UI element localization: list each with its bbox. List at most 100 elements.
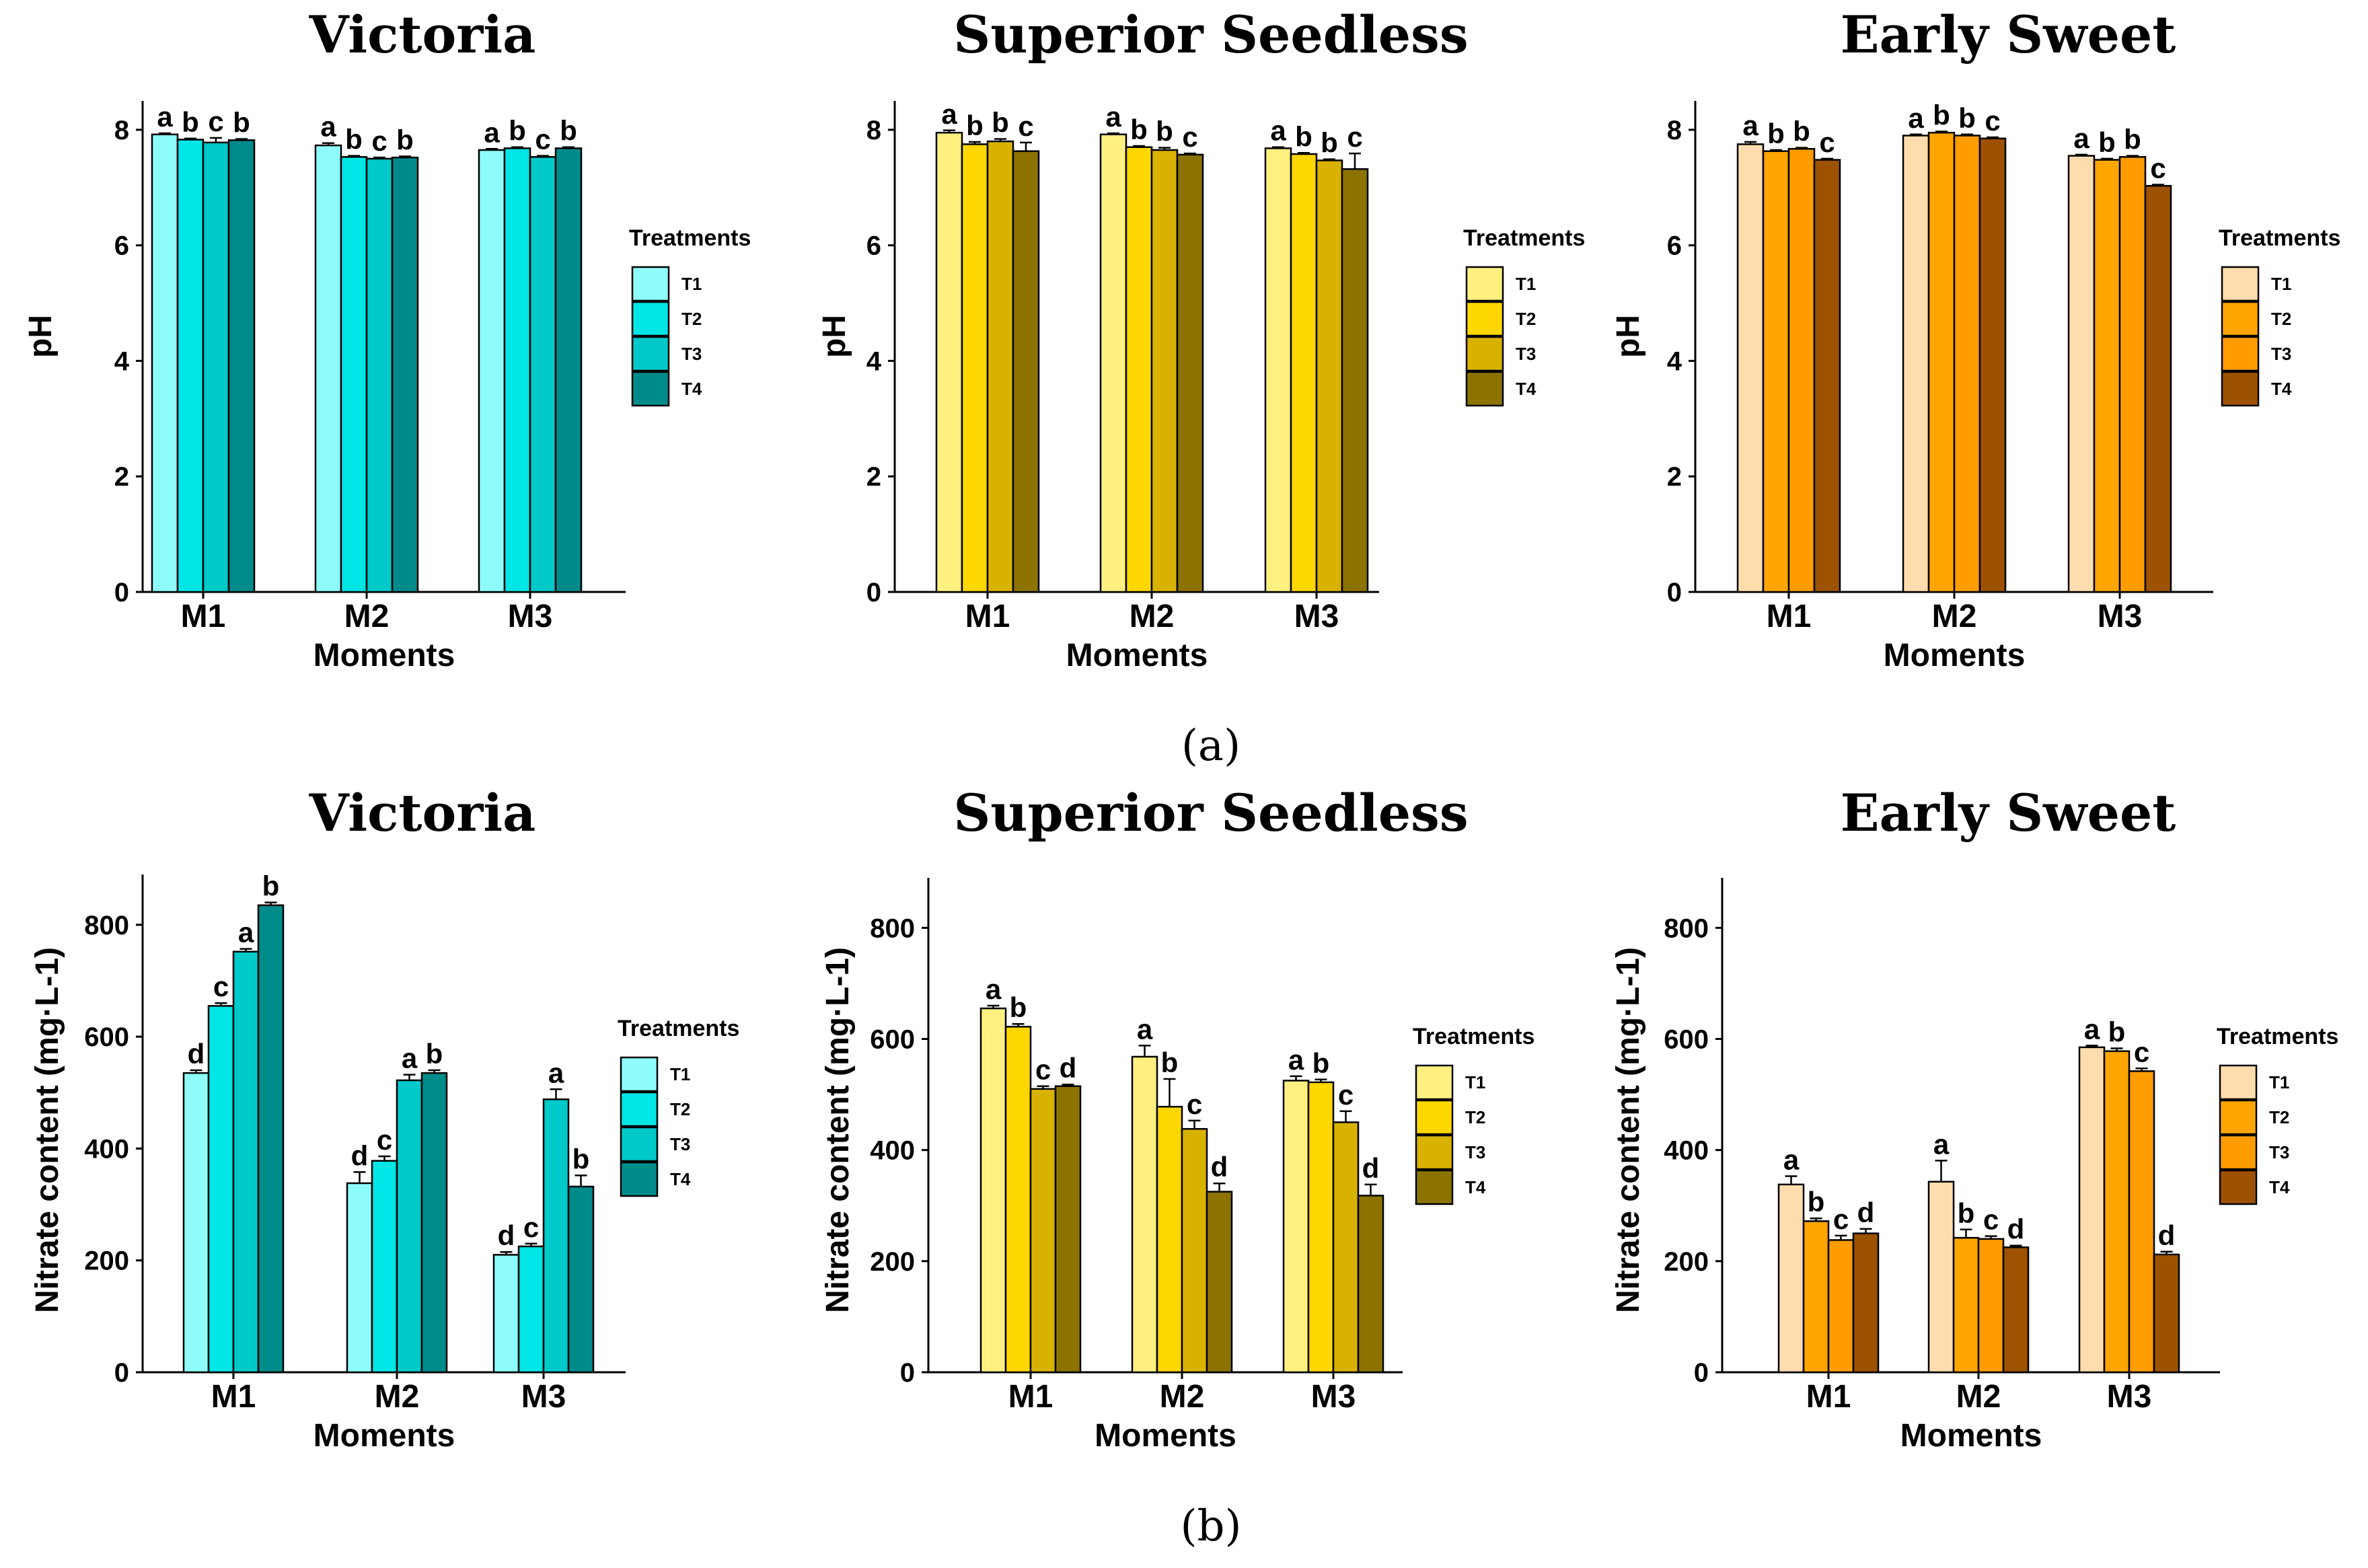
significance-letter: a: [402, 1043, 418, 1074]
bar-t3-m2: [365, 157, 394, 593]
x-axis-label: Moments: [313, 638, 455, 673]
significance-letter: c: [213, 971, 229, 1002]
bar-t2-m2: [340, 156, 368, 593]
legend-item: T2: [2271, 309, 2291, 329]
significance-letter: b: [1958, 1197, 1975, 1229]
significance-letter: b: [1295, 120, 1312, 152]
significance-letter: d: [2158, 1220, 2176, 1251]
legend-item: T1: [670, 1064, 690, 1084]
legend-item: T3: [1516, 344, 1536, 364]
significance-letter: b: [572, 1143, 590, 1174]
significance-letter: b: [1321, 127, 1338, 159]
bar-t1-m1: [182, 1072, 210, 1374]
legend-swatch: [1415, 1099, 1454, 1135]
bar-t3-m2: [1953, 135, 1981, 593]
significance-letter: d: [1857, 1197, 1875, 1228]
legend-item: T2: [1516, 309, 1536, 329]
bar-t3-m1: [1787, 148, 1816, 593]
significance-letter: a: [548, 1057, 564, 1088]
significance-letter: b: [262, 870, 280, 902]
significance-letter: a: [1783, 1144, 1800, 1175]
bar-t3-m3: [1315, 159, 1343, 593]
bar-t1-m3: [2078, 1046, 2106, 1374]
bar-t3-m3: [1332, 1121, 1360, 1374]
legend-swatch: [1465, 336, 1504, 372]
chart-title: Victoria: [309, 783, 536, 843]
legend-swatch: [1415, 1169, 1454, 1205]
legend-item: T1: [681, 274, 702, 294]
significance-letter: a: [1742, 110, 1759, 141]
bar-t4-m1: [257, 904, 285, 1374]
legend-title: Treatments: [1463, 225, 1585, 251]
y-tick-label: 600: [1664, 1024, 1709, 1054]
bar-t1-m1: [1777, 1183, 1805, 1374]
significance-letter: b: [2124, 124, 2141, 155]
legend-swatch: [2219, 1064, 2258, 1100]
bar-t2-m2: [1125, 146, 1153, 593]
bar-t3-m3: [2128, 1070, 2155, 1374]
x-tick-label: M1: [181, 599, 226, 634]
legend-swatch: [2221, 371, 2260, 407]
y-tick-label: 0: [114, 1358, 129, 1388]
y-tick-label: 0: [1694, 1358, 1709, 1388]
legend-item: T3: [1465, 1142, 1485, 1162]
chart-no3-earlysweet: Early Sweet 0 200 400 600 800 Nitrate content …: [1611, 783, 2338, 1454]
legend-item: T2: [670, 1099, 690, 1119]
y-tick-label: 8: [866, 116, 881, 145]
significance-letter: c: [1018, 110, 1033, 142]
bar-t1-m3: [2067, 155, 2096, 593]
bar-t4-m1: [227, 139, 256, 593]
significance-letter: b: [1808, 1186, 1825, 1218]
bar-t4-m3: [1357, 1195, 1384, 1374]
x-tick-label: M2: [1130, 599, 1175, 634]
significance-letter: b: [1312, 1047, 1330, 1079]
bar-t4-m1: [1813, 159, 1841, 593]
legend-swatch: [1465, 301, 1504, 337]
caption-b: (b): [1181, 1501, 1242, 1551]
legend-item: T1: [1516, 274, 1536, 294]
legend-swatch: [620, 1161, 659, 1197]
significance-letter: b: [345, 124, 363, 155]
legend-item: T4: [2271, 379, 2292, 399]
bar-t4-m1: [1852, 1232, 1880, 1374]
legend-swatch: [2221, 301, 2260, 337]
y-tick-label: 0: [114, 578, 129, 607]
x-tick-label: M2: [1956, 1379, 2001, 1415]
legend-item: T1: [2271, 274, 2291, 294]
y-tick-label: 2: [866, 462, 881, 492]
bar-t3-m3: [529, 156, 557, 593]
legend-swatch: [631, 371, 670, 407]
y-tick-label: 200: [84, 1246, 129, 1276]
y-tick-label: 400: [84, 1134, 129, 1164]
bar-t3-m3: [542, 1098, 570, 1374]
bar-t3-m2: [1181, 1128, 1208, 1374]
significance-letter: b: [1933, 100, 1950, 131]
y-axis-label: Nitrate content (mg·L-1): [1611, 947, 1646, 1313]
bar-t2-m2: [1927, 131, 1956, 593]
chart-title: Superior Seedless: [953, 5, 1468, 65]
significance-letter: b: [966, 110, 984, 141]
legend-item: T2: [2269, 1107, 2289, 1127]
x-tick-label: M3: [1311, 1379, 1356, 1415]
significance-letter: b: [233, 107, 250, 139]
chart-no3-victoria: Victoria 0 200 400 600 800 Nitrate content (mg…: [30, 783, 739, 1454]
chart-title: Early Sweet: [1841, 783, 2176, 843]
legend-swatch: [1465, 371, 1504, 407]
significance-letter: c: [2134, 1036, 2149, 1068]
x-tick-label: M3: [2098, 599, 2143, 634]
x-tick-label: M2: [344, 599, 390, 634]
x-axis-label: Moments: [1095, 1418, 1236, 1454]
x-tick-label: M1: [1806, 1379, 1851, 1415]
legend-title: Treatments: [629, 225, 751, 251]
significance-letter: c: [1983, 1204, 1999, 1236]
y-tick-label: 400: [1664, 1136, 1709, 1166]
x-tick-label: M1: [1767, 599, 1812, 634]
significance-letter: c: [1819, 126, 1835, 158]
significance-letter: b: [426, 1038, 443, 1070]
bar-t1-m2: [1902, 135, 1930, 593]
bar-t4-m2: [1176, 153, 1204, 593]
x-tick-label: M3: [521, 1379, 566, 1415]
x-tick-label: M1: [965, 599, 1010, 634]
bar-t3-m1: [202, 141, 230, 593]
